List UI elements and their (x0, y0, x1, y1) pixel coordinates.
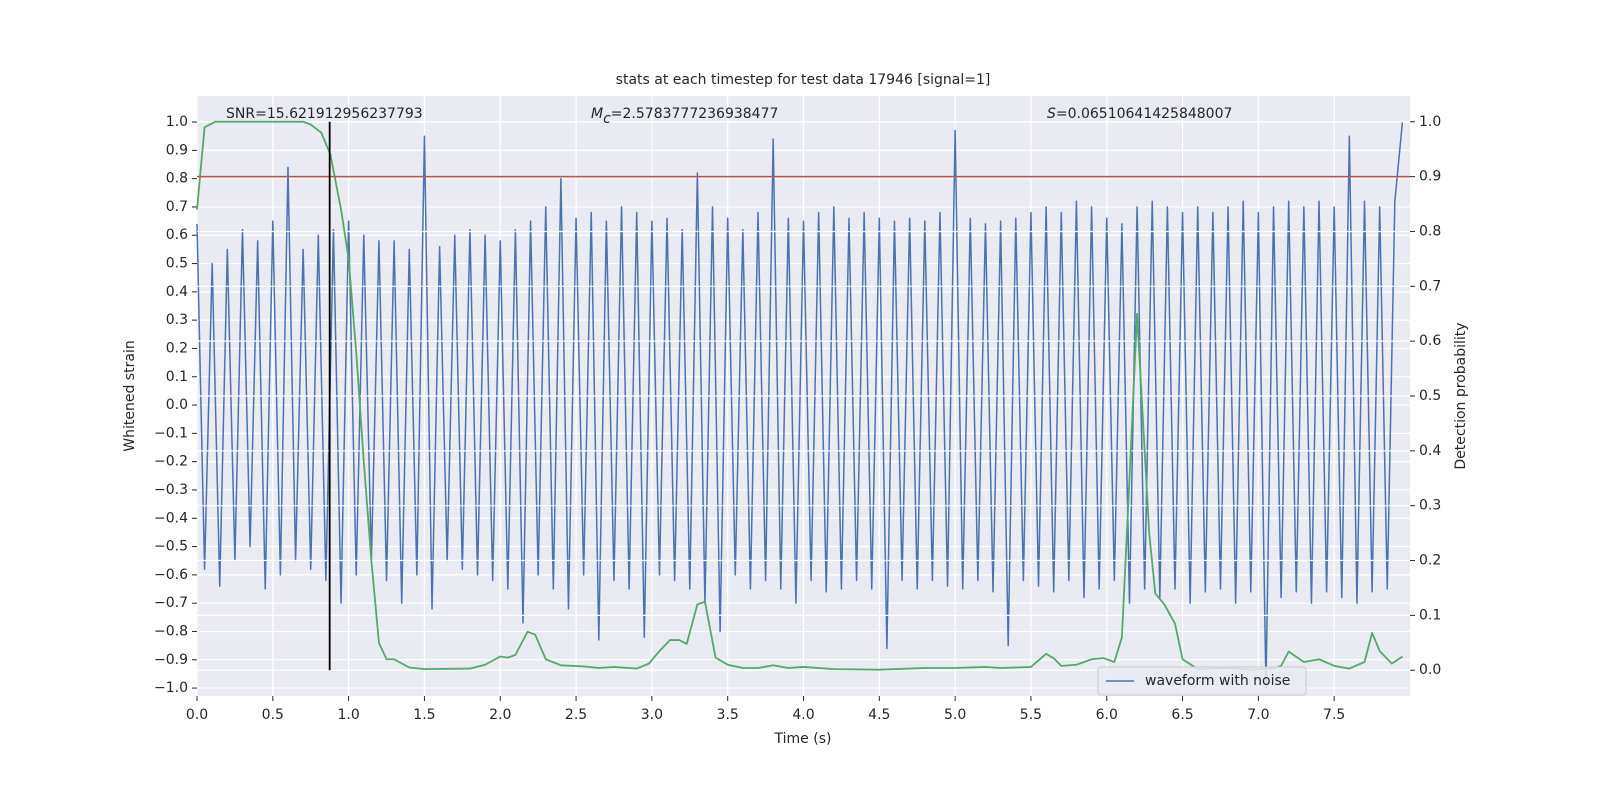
y2-tick-label: 0.7 (1419, 278, 1441, 294)
annotation-text: =2.5783777236938477 (611, 106, 779, 122)
series-line (196, 121, 1404, 689)
x-tick-label: 1.5 (413, 707, 435, 723)
y-tick-label: −0.8 (154, 623, 188, 639)
x-tick-label: 4.5 (868, 707, 890, 723)
annotation: S=0.06510641425848007 (1047, 106, 1232, 122)
y-tick-label: 0.0 (166, 397, 188, 413)
y-tick-label: 0.6 (166, 227, 188, 243)
x-tick-label: 5.0 (944, 707, 966, 723)
x-tick-label: 7.0 (1247, 707, 1269, 723)
x-tick-label: 3.5 (717, 707, 739, 723)
y-tick-label: −0.2 (154, 454, 188, 470)
y-tick-label: 0.9 (166, 142, 188, 158)
y2-tick-label: 0.5 (1419, 388, 1441, 404)
annotation-subscript: c (603, 111, 611, 127)
x-tick-label: 5.5 (1020, 707, 1042, 723)
y-tick-label: −0.5 (154, 539, 188, 555)
annotation-text: =0.06510641425848007 (1056, 106, 1233, 122)
y-tick-label: −0.9 (154, 652, 188, 668)
x-tick-label: 1.0 (337, 707, 359, 723)
x-tick-label: 6.5 (1171, 707, 1193, 723)
y2-tick-label: 0.3 (1419, 498, 1441, 514)
annotation-symbol: S (1047, 106, 1056, 122)
annotation: SNR=15.621912956237793 (226, 106, 423, 122)
chart-title: stats at each timestep for test data 179… (616, 72, 991, 88)
y2-tick-label: 0.9 (1419, 169, 1441, 185)
y-tick-label: 0.4 (166, 284, 188, 300)
legend-box (1097, 666, 1307, 696)
y-tick-label: −0.6 (154, 567, 188, 583)
x-tick-label: 0.5 (262, 707, 284, 723)
y2-tick-label: 1.0 (1419, 114, 1441, 130)
x-tick-label: 2.0 (489, 707, 511, 723)
x-tick-label: 4.0 (792, 707, 814, 723)
y-tick-label: 0.1 (166, 369, 188, 385)
y2-tick-label: 0.1 (1419, 607, 1441, 623)
y2-tick-label: 0.8 (1419, 223, 1441, 239)
x-tick-label: 2.5 (565, 707, 587, 723)
x-tick-label: 0.0 (186, 707, 208, 723)
y2-axis-label: Detection probability (1453, 322, 1469, 469)
x-tick-label: 6.0 (1096, 707, 1118, 723)
annotation-text: SNR=15.621912956237793 (226, 106, 423, 122)
y-tick-label: 0.8 (166, 171, 188, 187)
annotation: Mc=2.5783777236938477 (591, 106, 778, 127)
x-axis-label: Time (s) (774, 731, 832, 747)
y-tick-label: −0.3 (154, 482, 188, 498)
y-tick-label: 0.7 (166, 199, 188, 215)
y2-tick-label: 0.2 (1419, 553, 1441, 569)
y-tick-label: −0.1 (154, 425, 188, 441)
y-tick-label: −0.4 (154, 510, 188, 526)
y-tick-label: 0.2 (166, 340, 188, 356)
y-tick-label: 1.0 (166, 114, 188, 130)
x-tick-label: 3.0 (641, 707, 663, 723)
y-tick-label: 0.5 (166, 256, 188, 272)
y-axis-label: Whitened strain (122, 340, 138, 451)
y-tick-label: −0.7 (154, 595, 188, 611)
annotation-symbol: M (591, 106, 603, 122)
y2-tick-label: 0.4 (1419, 443, 1441, 459)
legend-label: waveform with noise (1145, 673, 1290, 689)
y-tick-label: −1.0 (154, 680, 188, 696)
y2-tick-label: 0.6 (1419, 333, 1441, 349)
x-tick-label: 7.5 (1323, 707, 1345, 723)
y2-tick-label: 0.0 (1419, 662, 1441, 678)
y-tick-label: 0.3 (166, 312, 188, 328)
